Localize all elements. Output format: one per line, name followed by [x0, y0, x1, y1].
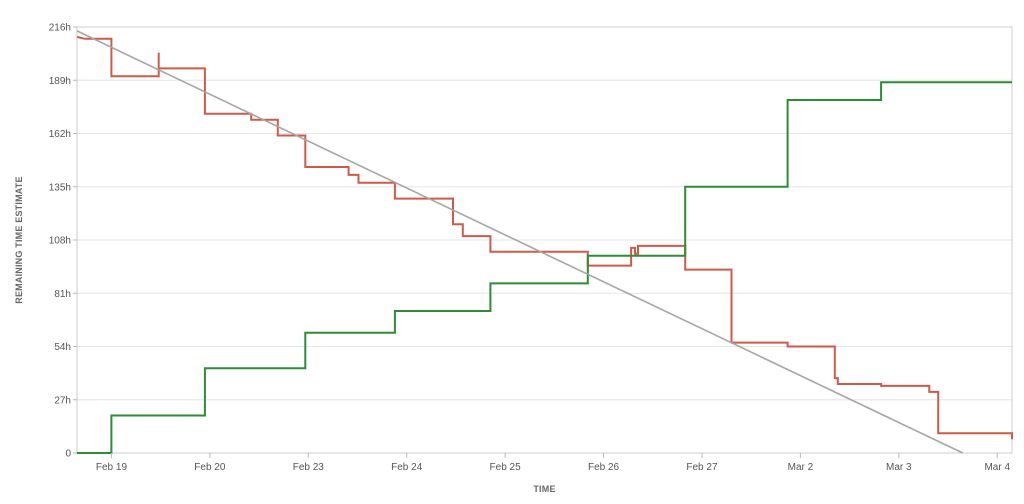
x-tick-label: Feb 24 [391, 462, 423, 473]
x-tick-label: Feb 19 [96, 462, 128, 473]
y-tick-label: 81h [54, 289, 71, 300]
series-line-2 [77, 81, 1012, 454]
x-axis: Feb 19 Feb 20 Feb 23 Feb 24 Feb 25 Feb 26 Feb … [96, 453, 1010, 473]
series-line-3 [76, 30, 964, 454]
x-tick-label: Mar 3 [886, 462, 912, 473]
gridlines [77, 26, 1012, 454]
series-layer [76, 30, 1013, 454]
x-tick-label: Feb 25 [490, 462, 522, 473]
y-tick-label: 27h [54, 395, 71, 406]
x-tick-label: Mar 4 [984, 462, 1010, 473]
y-tick-label: 0 [65, 449, 71, 460]
series-line-1 [76, 35, 1013, 440]
y-tick-label: 108h [49, 236, 71, 247]
y-tick-label: 162h [49, 129, 71, 140]
x-tick-label: Feb 27 [686, 462, 718, 473]
x-tick-label: Feb 20 [194, 462, 226, 473]
y-axis-title: REMAINING TIME ESTIMATE [14, 176, 24, 303]
y-tick-label: 54h [54, 342, 71, 353]
y-tick-label: 216h [49, 23, 71, 34]
x-tick-label: Feb 26 [588, 462, 620, 473]
x-tick-label: Feb 23 [293, 462, 325, 473]
x-tick-label: Mar 2 [788, 462, 814, 473]
y-axis: 0 27h 54h 81h 108h 135h 162h 189h 216h [49, 23, 77, 460]
x-axis-title: TIME [533, 484, 555, 494]
y-tick-label: 189h [49, 76, 71, 87]
y-tick-label: 135h [49, 182, 71, 193]
